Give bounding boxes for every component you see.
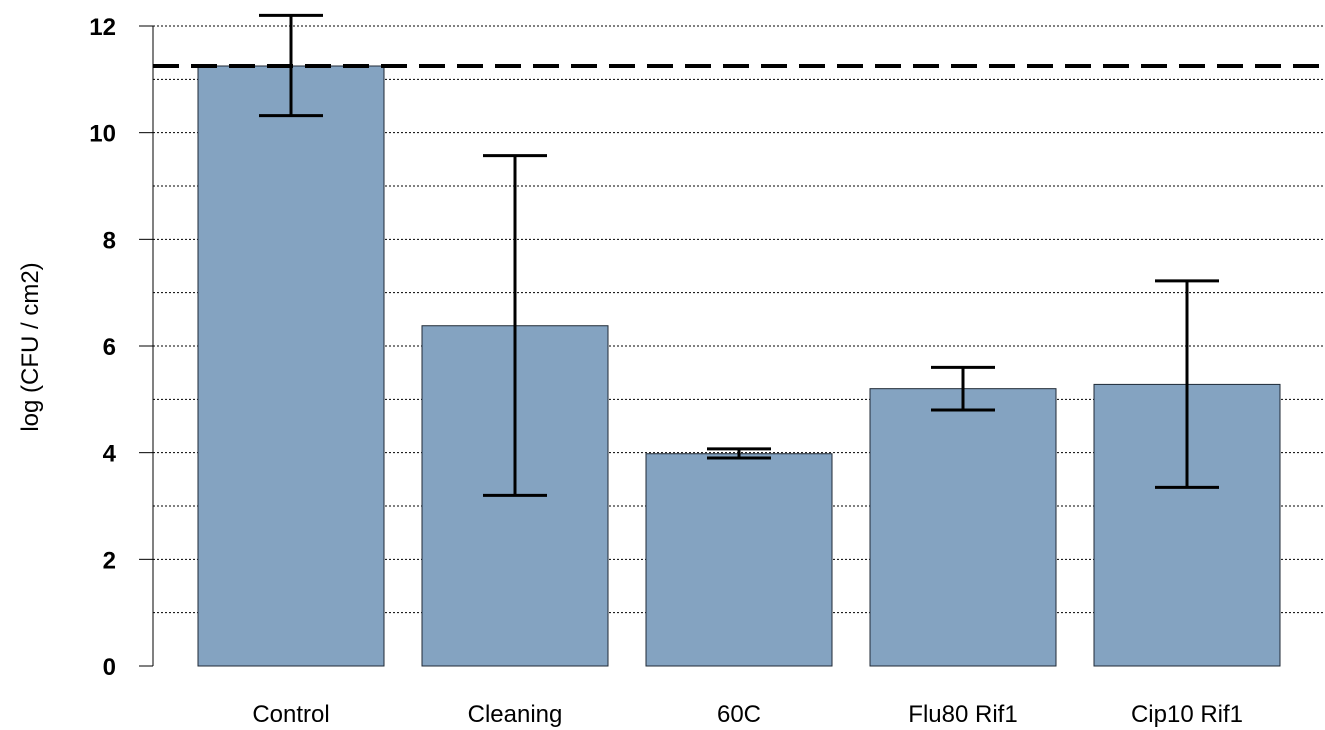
y-tick-label: 8 bbox=[103, 227, 116, 254]
y-axis bbox=[139, 25, 154, 667]
x-category-label: Cip10 Rif1 bbox=[1131, 701, 1243, 728]
bars bbox=[197, 65, 1281, 667]
y-tick-label: 2 bbox=[103, 547, 116, 574]
x-category-label: Cleaning bbox=[468, 701, 563, 728]
error-bar bbox=[931, 365, 995, 412]
y-tick-labels: 0 2 4 6 8 10 12 bbox=[89, 14, 116, 681]
y-tick-label: 10 bbox=[89, 121, 116, 148]
bar bbox=[869, 388, 1057, 667]
y-tick-label: 4 bbox=[103, 441, 117, 468]
bar bbox=[645, 453, 833, 667]
y-tick-label: 12 bbox=[89, 14, 116, 41]
error-bars bbox=[259, 13, 1219, 497]
x-category-label: Control bbox=[252, 701, 329, 728]
error-bar bbox=[707, 447, 771, 460]
y-tick-label: 6 bbox=[103, 334, 116, 361]
bar bbox=[197, 65, 385, 667]
y-tick-label: 0 bbox=[103, 654, 116, 681]
x-category-label: Flu80 Rif1 bbox=[908, 701, 1017, 728]
x-category-label: 60C bbox=[717, 701, 761, 728]
error-bar bbox=[483, 154, 547, 497]
y-axis-title: log (CFU / cm2) bbox=[17, 262, 44, 431]
error-bar bbox=[1155, 279, 1219, 489]
x-category-labels: Control Cleaning 60C Flu80 Rif1 Cip10 Rif1 bbox=[252, 701, 1243, 728]
error-bar bbox=[259, 13, 323, 118]
